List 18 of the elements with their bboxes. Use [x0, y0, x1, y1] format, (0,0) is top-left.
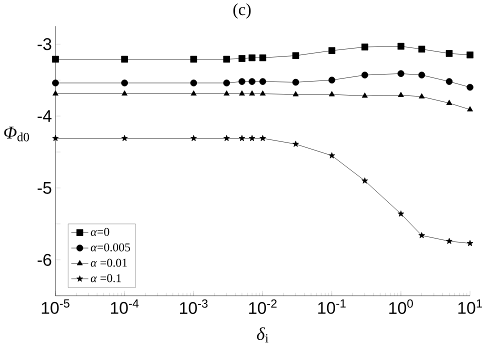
y-tick-label: -6 — [38, 254, 52, 266]
x-tick-label: 10$^{-2}$ — [249, 299, 277, 314]
y-tick-label: -4 — [38, 110, 52, 122]
y-tick-label: -5 — [38, 182, 52, 194]
chart-title: (c) — [233, 3, 251, 19]
x-tick-label: 10$^{-1}$ — [318, 299, 346, 314]
legend-label: α =0.01 — [90, 258, 127, 267]
x-tick-label: 10$^{-3}$ — [180, 299, 208, 314]
legend-label: α=0 — [90, 228, 110, 236]
y-tick-label: -3 — [38, 38, 52, 50]
x-tick-label: 10$^{0}$ — [389, 299, 413, 314]
x-tick-label: 10$^{-4}$ — [110, 299, 139, 314]
x-tick-label: 10$^{-5}$ — [42, 299, 70, 314]
y-axis-title: Φ$_{d0}$ — [4, 126, 30, 142]
x-axis-title: δ$_{i}$ — [257, 327, 268, 343]
legend-label: α=0.005 — [90, 243, 130, 252]
legend-label: α =0.1 — [90, 274, 121, 282]
x-tick-label: 10$^{1}$ — [458, 299, 482, 314]
